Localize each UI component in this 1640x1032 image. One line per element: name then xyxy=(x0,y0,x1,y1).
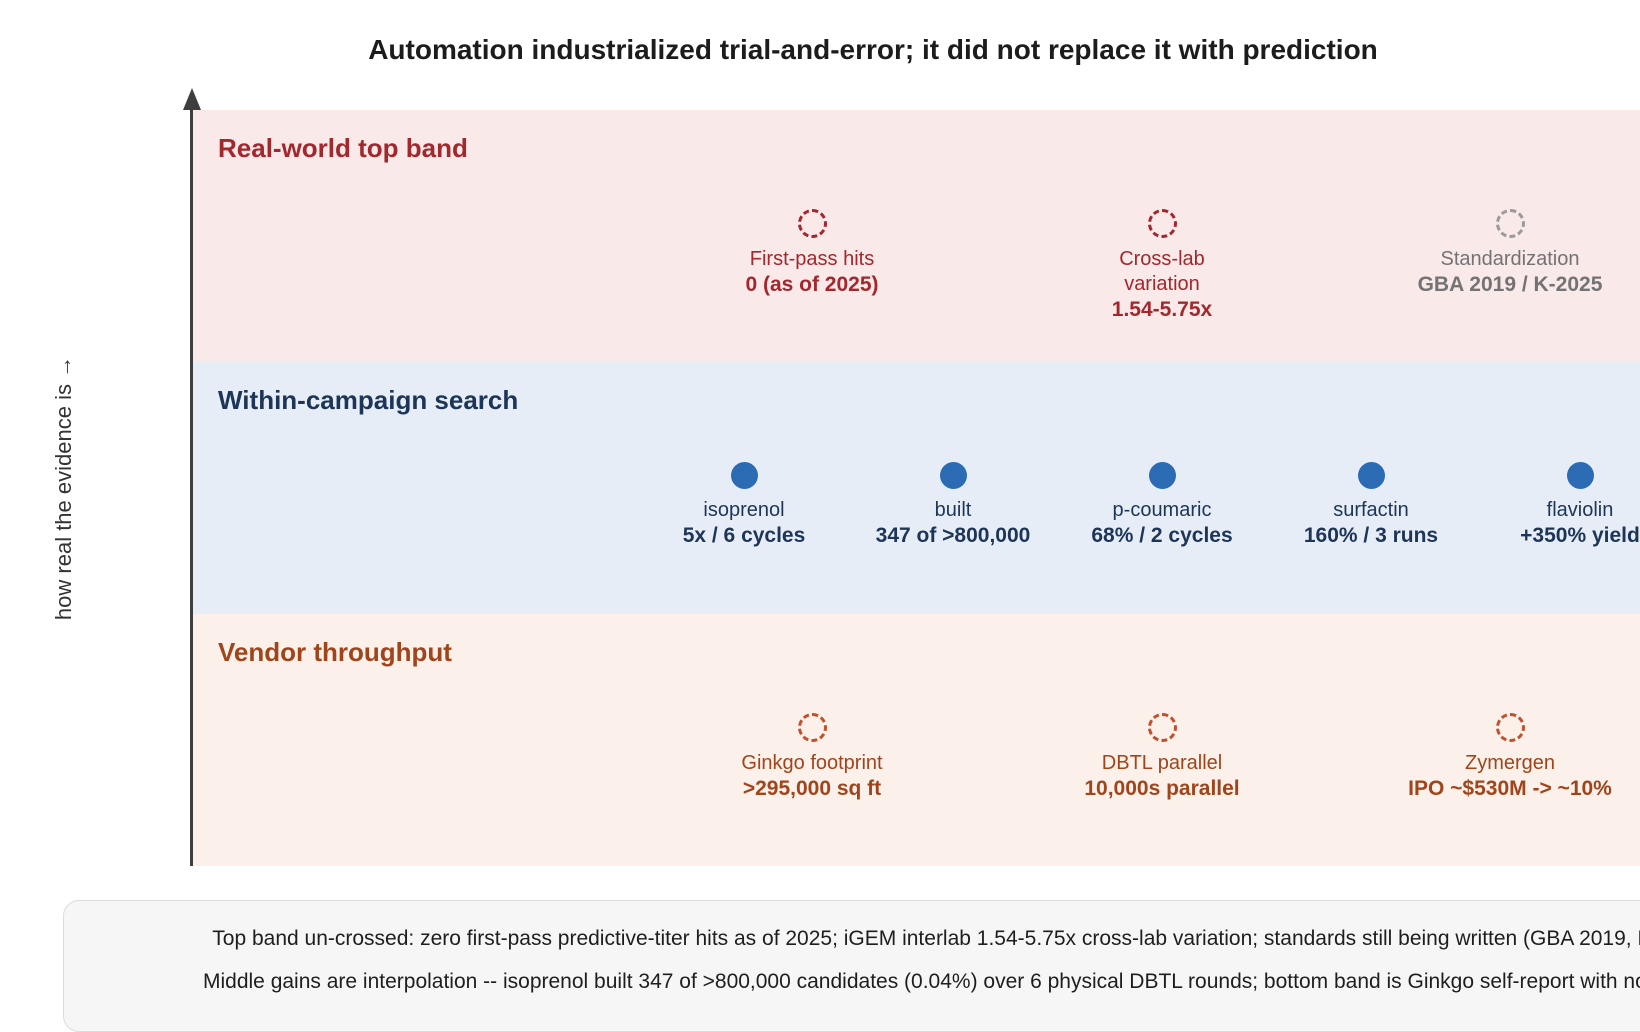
marker-name: First-pass hits xyxy=(749,248,875,270)
dashed-circle-icon xyxy=(1147,713,1177,742)
marker-name: Standardization xyxy=(1440,248,1580,270)
chart-title: Automation industrialized trial-and-erro… xyxy=(368,34,1378,65)
marker-value: +350% yield xyxy=(1520,524,1640,547)
dashed-circle-icon xyxy=(1495,713,1525,742)
y-axis-line xyxy=(190,108,193,866)
dashed-circle-icon xyxy=(797,713,827,742)
marker-value: 68% / 2 cycles xyxy=(1091,524,1233,547)
y-axis-arrow-icon xyxy=(183,88,201,110)
band-real-world: Real-world top band xyxy=(192,110,1640,362)
filled-circle-icon xyxy=(1566,462,1594,489)
marker-zymergen: Zymergen IPO ~$530M -> ~10% xyxy=(1390,713,1630,801)
filled-circle-icon xyxy=(730,462,758,489)
marker-cross-lab-variation: Cross-lab variation 1.54-5.75x xyxy=(1102,209,1222,322)
filled-circle-icon xyxy=(939,462,967,489)
marker-name: Ginkgo footprint xyxy=(741,752,883,774)
marker-built: built 347 of >800,000 xyxy=(838,462,1068,548)
marker-name: Cross-lab variation xyxy=(1119,248,1205,295)
marker-name: flaviolin xyxy=(1546,499,1614,521)
marker-name: DBTL parallel xyxy=(1101,752,1223,774)
dashed-circle-icon xyxy=(797,209,827,238)
marker-ginkgo-footprint: Ginkgo footprint >295,000 sq ft xyxy=(727,713,897,801)
dashed-circle-icon xyxy=(1495,209,1525,238)
notes-panel: Top band un-crossed: zero first-pass pre… xyxy=(63,900,1640,1032)
band-label-within-campaign: Within-campaign search xyxy=(218,385,519,415)
marker-p-coumaric: p-coumaric 68% / 2 cycles xyxy=(1047,462,1277,548)
marker-value: 0 (as of 2025) xyxy=(745,273,879,296)
filled-circle-icon xyxy=(1357,462,1385,489)
band-label-real-world: Real-world top band xyxy=(218,133,468,163)
marker-first-pass-hits: First-pass hits 0 (as of 2025) xyxy=(727,209,897,297)
marker-name: built xyxy=(934,499,972,521)
marker-value: 10,000s parallel xyxy=(1084,777,1240,800)
band-label-vendor-throughput: Vendor throughput xyxy=(218,637,452,667)
marker-dbtl-parallel: DBTL parallel 10,000s parallel xyxy=(1047,713,1277,801)
marker-name: p-coumaric xyxy=(1112,499,1212,521)
note-line-middle-band: Middle gains are interpolation -- isopre… xyxy=(203,970,1640,993)
marker-value: 347 of >800,000 xyxy=(875,524,1031,547)
filled-circle-icon xyxy=(1148,462,1176,489)
y-axis-label: how real the evidence is → xyxy=(51,355,76,621)
band-vendor-throughput: Vendor throughput xyxy=(192,614,1640,866)
marker-value: GBA 2019 / K-2025 xyxy=(1417,273,1603,296)
marker-isoprenol: isoprenol 5x / 6 cycles xyxy=(629,462,859,548)
marker-name: surfactin xyxy=(1333,499,1409,521)
marker-value: 1.54-5.75x xyxy=(1111,298,1213,321)
marker-value: >295,000 sq ft xyxy=(742,777,882,800)
dashed-circle-icon xyxy=(1147,209,1177,238)
band-within-campaign: Within-campaign search xyxy=(192,362,1640,614)
marker-value: 5x / 6 cycles xyxy=(682,524,806,547)
marker-name: Zymergen xyxy=(1464,752,1556,774)
marker-name: isoprenol xyxy=(703,499,785,521)
marker-value: IPO ~$530M -> ~10% xyxy=(1408,777,1612,800)
note-line-top-band: Top band un-crossed: zero first-pass pre… xyxy=(212,927,1640,950)
marker-surfactin: surfactin 160% / 3 runs xyxy=(1256,462,1486,548)
marker-standardization: Standardization GBA 2019 / K-2025 xyxy=(1395,209,1625,297)
marker-flaviolin: flaviolin +350% yield xyxy=(1465,462,1640,548)
marker-value: 160% / 3 runs xyxy=(1303,524,1439,547)
